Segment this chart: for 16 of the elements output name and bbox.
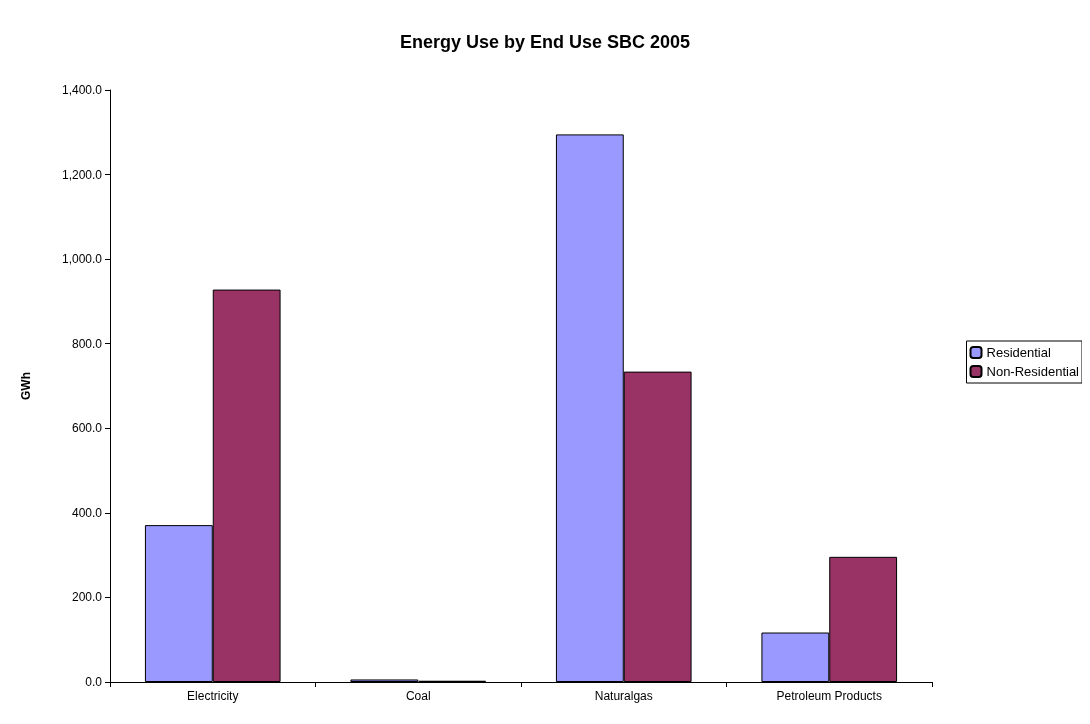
legend-label: Residential (986, 345, 1051, 360)
y-tick-label: 1,000.0 (61, 252, 103, 267)
x-tick-label: Electricity (187, 689, 239, 703)
y-tick-label: 600.0 (71, 421, 103, 436)
x-tick-label: Petroleum Products (776, 689, 882, 703)
y-tick-label: 400.0 (71, 505, 103, 520)
y-tick-label: 0.0 (85, 675, 103, 689)
y-tick-label: 1,400.0 (61, 83, 103, 97)
x-tick-label: Coal (405, 689, 431, 703)
y-tick-label: 1,200.0 (61, 167, 103, 182)
chart-title: Energy Use by End Use SBC 2005 (399, 32, 691, 52)
x-tick-label: Naturalgas (594, 689, 653, 703)
y-tick-label: 200.0 (71, 590, 103, 605)
y-tick-label: 800.0 (71, 336, 103, 351)
y-axis-title: GWh (19, 372, 33, 400)
legend-label: Non-Residential (986, 364, 1080, 379)
